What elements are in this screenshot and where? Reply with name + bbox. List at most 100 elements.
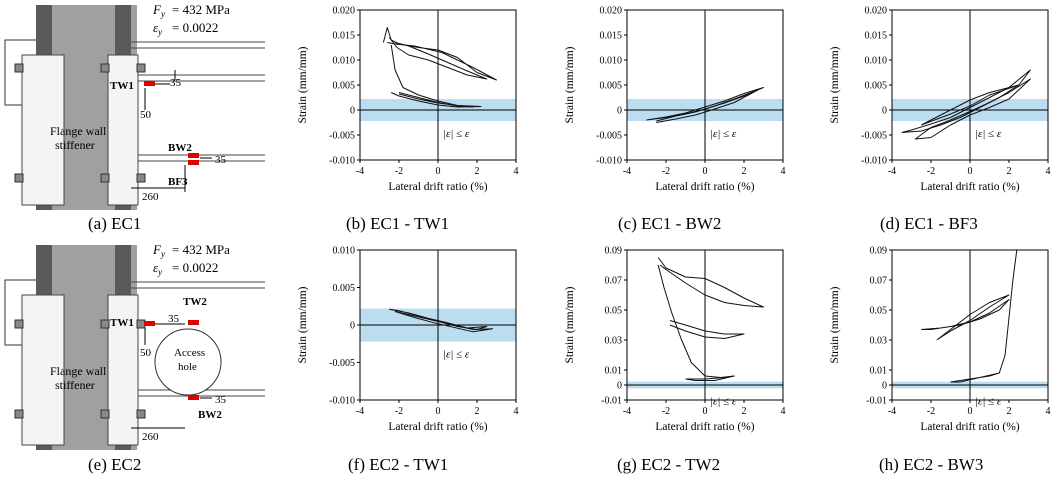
series-small-loops bbox=[398, 92, 474, 108]
label-tw1: TW1 bbox=[110, 317, 134, 329]
x-tick-label: 0 bbox=[436, 166, 441, 177]
y-tick-label: -0.010 bbox=[329, 396, 355, 407]
x-tick-label: 2 bbox=[742, 406, 747, 417]
x-tick-label: -2 bbox=[927, 406, 935, 417]
y-tick-label: 0.03 bbox=[870, 336, 888, 347]
label-bw2: BW2 bbox=[168, 142, 192, 154]
y-tick-label: -0.01 bbox=[866, 396, 887, 407]
y-tick-label: -0.005 bbox=[329, 358, 355, 369]
x-tick-label: 2 bbox=[742, 166, 747, 177]
y-tick-label: -0.010 bbox=[861, 156, 887, 167]
series-mid-loops bbox=[669, 320, 745, 339]
fy-symbol: Fy bbox=[152, 2, 165, 19]
y-tick-label: 0.07 bbox=[870, 276, 888, 287]
y-axis-label: Strain (mm/mm) bbox=[829, 46, 841, 123]
series-loop-2 bbox=[914, 78, 1031, 140]
series-low bbox=[950, 372, 1000, 383]
y-axis-label: Strain (mm/mm) bbox=[829, 286, 841, 363]
beam-lines bbox=[131, 281, 265, 397]
y-axis-label: Strain (mm/mm) bbox=[564, 286, 576, 363]
series-loop-2 bbox=[656, 89, 759, 123]
x-tick-label: 0 bbox=[968, 166, 973, 177]
schematic-ec2-svg: Fy = 432 MPa εy = 0.0022 TW2 TW1 35 50 A… bbox=[4, 242, 265, 450]
gauge-bw2 bbox=[188, 395, 199, 400]
x-tick-label: 0 bbox=[703, 406, 708, 417]
schematic-ec1: Fy = 432 MPa εy = 0.0022 TW1 35 50 BW2 3… bbox=[0, 0, 265, 210]
y-tick-label: 0.03 bbox=[605, 336, 623, 347]
ey-symbol: εy bbox=[153, 20, 162, 37]
x-tick-label: -4 bbox=[356, 166, 364, 177]
y-axis-label: Strain (mm/mm) bbox=[297, 46, 309, 123]
fy-symbol: Fy bbox=[152, 242, 165, 259]
series-top-loop bbox=[657, 257, 764, 308]
left-plate-outline bbox=[4, 39, 36, 106]
y-tick-label: 0 bbox=[350, 106, 355, 117]
ey-symbol: εy bbox=[153, 260, 162, 277]
x-tick-label: 0 bbox=[968, 406, 973, 417]
label-stiffener: stiffener bbox=[55, 138, 95, 152]
caption-a: (a) EC1 bbox=[88, 214, 142, 233]
y-tick-label: 0.010 bbox=[333, 56, 356, 67]
band-label: |ε| ≤ ε bbox=[443, 349, 470, 361]
series-loop-3 bbox=[921, 84, 1020, 126]
bolts bbox=[14, 63, 146, 183]
label-bw2: BW2 bbox=[198, 409, 222, 421]
left-stiffener-plate bbox=[21, 54, 65, 206]
label-access: Access bbox=[174, 347, 205, 359]
series-cycle-b bbox=[388, 37, 488, 80]
chart-b-svg: -0.010 -0.005 0 0.005 0.010 0.015 0.020 -4 -2 0 2 4… bbox=[297, 6, 519, 194]
x-axis-label: Lateral drift ratio (%) bbox=[655, 421, 754, 433]
y-tick-label: -0.01 bbox=[601, 396, 622, 407]
y-tick-label: 0.09 bbox=[605, 246, 623, 257]
x-tick-label: 4 bbox=[514, 166, 519, 177]
y-tick-label: 0.005 bbox=[333, 81, 356, 92]
y-tick-label: 0.010 bbox=[865, 56, 888, 67]
x-tick-label: 4 bbox=[514, 406, 519, 417]
y-tick-label: 0.01 bbox=[605, 366, 623, 377]
x-axis-label: Lateral drift ratio (%) bbox=[920, 181, 1019, 193]
series-loop-1 bbox=[901, 69, 1031, 133]
y-tick-label: -0.005 bbox=[861, 131, 887, 142]
x-tick-label: 0 bbox=[436, 406, 441, 417]
chart-f: -0.010 -0.005 0 0.005 0.010 -4 -2 0 2 4 Lateral dr… bbox=[288, 240, 528, 450]
x-tick-label: -4 bbox=[888, 406, 896, 417]
band-label: |ε| ≤ ε bbox=[975, 128, 1002, 140]
x-tick-label: -2 bbox=[662, 166, 670, 177]
label-tw1: TW1 bbox=[110, 80, 134, 92]
band-label: |ε| ≤ ε bbox=[443, 128, 470, 140]
x-tick-label: 4 bbox=[781, 406, 786, 417]
label-35: 35 bbox=[170, 77, 182, 89]
caption-f: (f) EC2 - TW1 bbox=[348, 455, 449, 474]
ey-value: = 0.0022 bbox=[172, 260, 218, 275]
y-tick-label: 0.015 bbox=[865, 31, 888, 42]
x-tick-label: 4 bbox=[781, 166, 786, 177]
chart-g: -0.01 0 0.01 0.03 0.05 0.07 0.09 -4 -2 0 2 4 Lateral… bbox=[555, 240, 795, 450]
chart-f-svg: -0.010 -0.005 0 0.005 0.010 -4 -2 0 2 4 Lateral dr… bbox=[297, 246, 519, 434]
caption-g: (g) EC2 - TW2 bbox=[617, 455, 721, 474]
band-label: |ε| ≤ ε bbox=[975, 395, 1002, 407]
series-loop-1 bbox=[389, 308, 488, 330]
x-tick-label: -2 bbox=[927, 166, 935, 177]
label-35b: 35 bbox=[215, 394, 227, 406]
bolts bbox=[14, 319, 146, 419]
y-tick-label: 0 bbox=[617, 381, 622, 392]
x-tick-label: 2 bbox=[475, 406, 480, 417]
y-tick-label: 0.020 bbox=[865, 6, 888, 17]
y-tick-label: 0.01 bbox=[870, 366, 888, 377]
gauge-tw1 bbox=[144, 81, 155, 86]
x-tick-label: 2 bbox=[1007, 166, 1012, 177]
y-tick-label: 0.010 bbox=[333, 246, 356, 257]
fy-value: = 432 MPa bbox=[172, 242, 230, 257]
label-hole: hole bbox=[178, 361, 197, 373]
gauge-tw1 bbox=[144, 321, 155, 326]
label-stiffener: stiffener bbox=[55, 378, 95, 392]
y-tick-label: 0.020 bbox=[600, 6, 623, 17]
label-260: 260 bbox=[142, 431, 159, 443]
band-label: |ε| ≤ ε bbox=[710, 128, 737, 140]
caption-e: (e) EC2 bbox=[88, 455, 142, 474]
y-tick-label: 0 bbox=[882, 381, 887, 392]
fy-value: = 432 MPa bbox=[172, 2, 230, 17]
series-loop-2 bbox=[394, 311, 494, 333]
chart-c-svg: -0.010 -0.005 0 0.005 0.010 0.015 0.020 -4 -2 0 2 4… bbox=[564, 6, 786, 194]
label-tw2: TW2 bbox=[183, 296, 207, 308]
